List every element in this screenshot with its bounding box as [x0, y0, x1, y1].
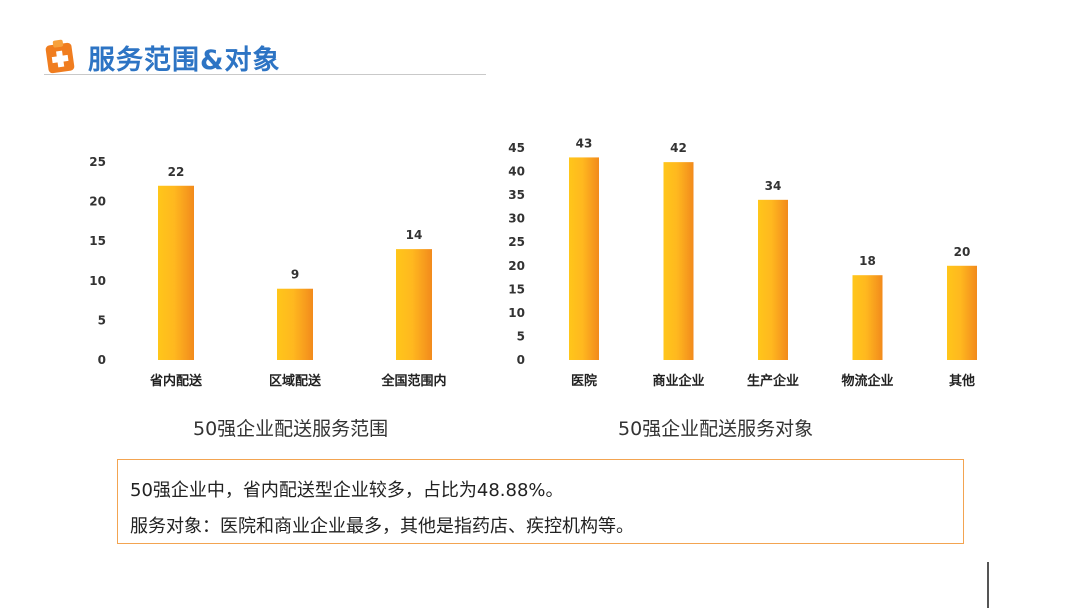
data-label: 42: [670, 141, 687, 155]
y-tick-label: 40: [508, 165, 525, 179]
bar-区域配送: [277, 288, 313, 360]
x-tick-label: 区域配送: [269, 373, 322, 389]
y-tick-label: 0: [517, 353, 525, 367]
x-tick-label: 省内配送: [149, 373, 203, 389]
bar-省内配送: [158, 185, 194, 360]
service-scope-chart-title: 50强企业配送服务范围: [193, 418, 389, 440]
page-title: 服务范围&对象: [88, 45, 281, 76]
y-tick-label: 5: [98, 313, 106, 327]
x-tick-label: 生产企业: [747, 373, 799, 389]
data-label: 43: [576, 136, 593, 150]
bar-医院: [569, 157, 599, 360]
service-target-chart-svg: 0 5 10 15 20 25 30 35 40 45 43 医院 42 商业企业 34 生产企业 18 物流企业…: [508, 136, 977, 389]
data-label: 14: [406, 228, 423, 242]
bar-物流企业: [852, 275, 883, 360]
y-tick-label: 0: [98, 353, 106, 367]
data-label: 34: [765, 179, 782, 193]
summary-line-2: 服务对象：医院和商业企业最多，其他是指药店、疾控机构等。: [130, 516, 634, 537]
x-tick-label: 其他: [949, 373, 975, 389]
data-label: 22: [168, 165, 185, 179]
summary-line-1: 50强企业中，省内配送型企业较多，占比为48.88%。: [130, 480, 564, 501]
x-tick-label: 医院: [571, 373, 597, 389]
slide-header: 服务范围&对象: [44, 34, 486, 78]
y-tick-label: 15: [89, 234, 106, 248]
x-tick-label: 商业企业: [652, 373, 704, 389]
y-tick-label: 45: [508, 141, 525, 155]
y-tick-label: 20: [508, 259, 525, 273]
y-tick-label: 25: [508, 235, 525, 249]
bar-全国范围内: [396, 249, 432, 360]
y-tick-label: 5: [517, 329, 525, 343]
clipboard-medical-icon: [45, 39, 75, 74]
data-label: 20: [954, 245, 971, 259]
side-divider: [987, 562, 989, 608]
y-tick-label: 25: [89, 155, 106, 169]
y-tick-label: 15: [508, 282, 525, 296]
service-scope-chart-svg: 0 5 10 15 20 25 22 省内配送 9 区域配送 14 全国范围内: [89, 155, 446, 389]
data-label: 18: [859, 254, 876, 268]
summary-box: 50强企业中，省内配送型企业较多，占比为48.88%。 服务对象：医院和商业企业…: [117, 459, 964, 544]
y-tick-label: 10: [89, 274, 106, 288]
data-label: 9: [291, 268, 299, 282]
x-tick-label: 物流企业: [841, 373, 893, 389]
x-tick-label: 全国范围内: [380, 373, 446, 389]
y-tick-label: 30: [508, 212, 525, 226]
service-target-chart-title: 50强企业配送服务对象: [618, 418, 814, 440]
service-scope-chart: 0 5 10 15 20 25 22 省内配送 9 区域配送 14 全国范围内: [70, 140, 470, 390]
header-divider: [44, 74, 486, 75]
y-tick-label: 20: [89, 195, 106, 209]
y-tick-label: 35: [508, 188, 525, 202]
bar-其他: [947, 265, 977, 360]
y-tick-label: 10: [508, 306, 525, 320]
service-target-chart: 0 5 10 15 20 25 30 35 40 45 43 医院 42 商业企业 34 生产企业 18 物流企业…: [495, 130, 995, 390]
bar-商业企业: [663, 162, 694, 360]
bar-生产企业: [758, 199, 788, 360]
